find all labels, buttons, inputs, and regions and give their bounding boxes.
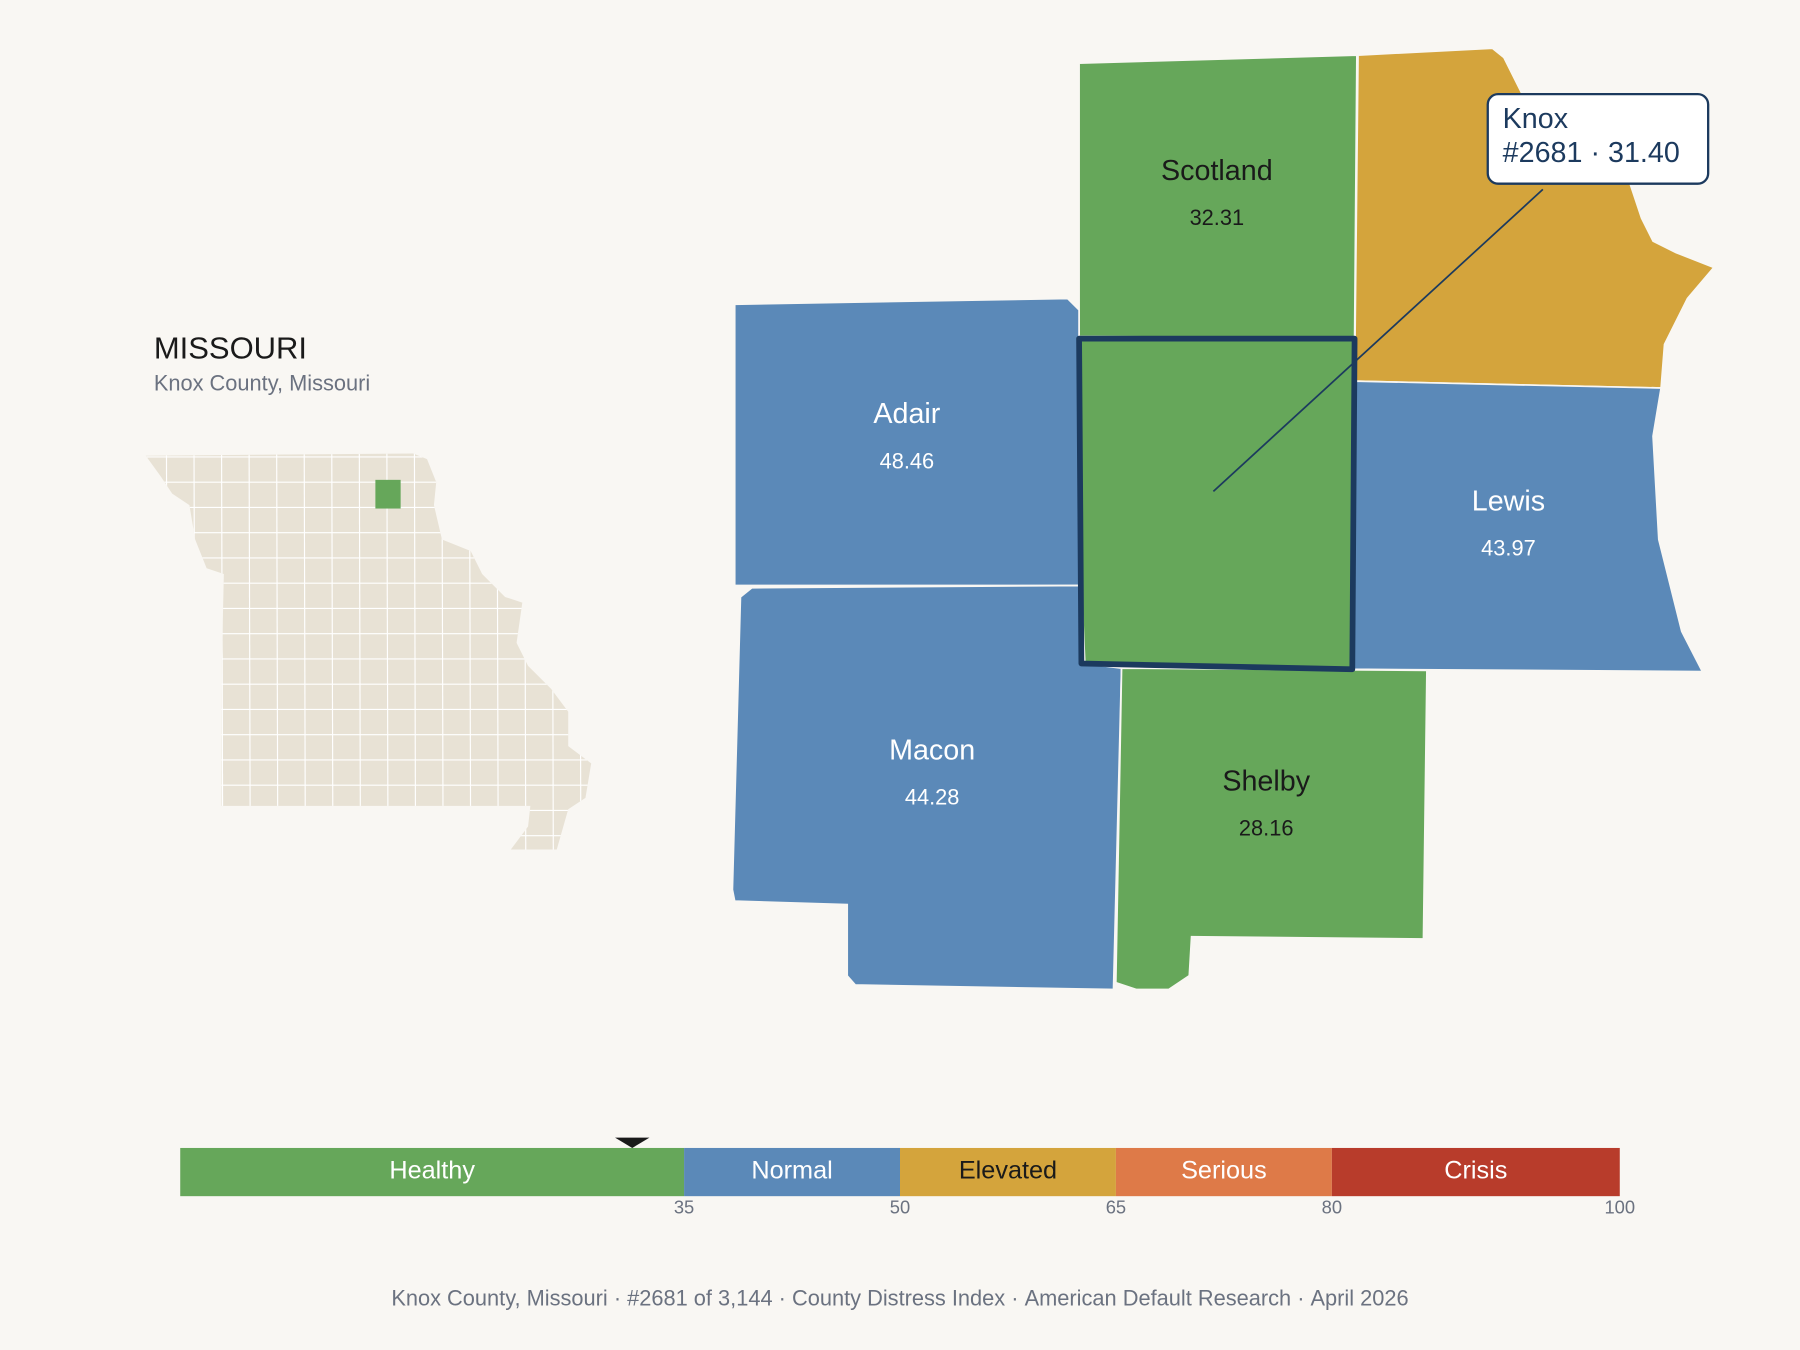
county-map: Scotland 32.31 Adair 48.46 Lewis 43.97 Macon 44… — [731, 47, 1716, 991]
legend-band — [684, 1147, 900, 1197]
county-border — [413, 453, 417, 850]
county-name: Adair — [873, 398, 940, 430]
county — [1114, 667, 1428, 991]
county-value: 43.97 — [1481, 536, 1536, 561]
county — [1353, 47, 1716, 389]
legend-band — [1331, 1147, 1620, 1197]
legend: Healthy 35 Normal 50 Elevated 65 Serious 80 Cris… — [180, 1137, 1635, 1218]
footer-part: County Distress Index — [792, 1285, 1005, 1310]
footer: Knox County, Missouri · #2681 of 3,144 ·… — [391, 1285, 1408, 1310]
footer-part: American Default Research — [1025, 1285, 1292, 1310]
county-name: Scotland — [1161, 155, 1273, 187]
state-subtitle: Knox County, Missouri — [154, 370, 370, 395]
footer-separator: · — [1297, 1285, 1304, 1310]
legend-band-label: Healthy — [389, 1157, 475, 1185]
county-value: 28.16 — [1239, 816, 1294, 841]
state-outline — [145, 453, 592, 850]
tooltip-rank: #2681 — [1503, 136, 1583, 168]
legend-band-label: Elevated — [959, 1157, 1057, 1185]
county-border — [248, 453, 251, 850]
legend-band — [1115, 1147, 1332, 1197]
tooltip-leader — [1212, 188, 1544, 492]
county-border — [220, 453, 224, 850]
legend-band — [900, 1147, 1116, 1197]
legend-band — [180, 1147, 685, 1197]
county-border — [358, 453, 362, 850]
legend-band-label: Serious — [1181, 1157, 1267, 1185]
county-value: 32.31 — [1190, 205, 1245, 230]
county-border — [386, 453, 389, 850]
county-name: Macon — [889, 734, 975, 766]
footer-part: #2681 of 3,144 — [627, 1285, 772, 1310]
tooltip: Knox #2681 · 31.40 — [1486, 92, 1710, 185]
state-title: MISSOURI — [154, 330, 307, 365]
legend-band-label: Normal — [751, 1157, 832, 1185]
footer-separator: · — [614, 1285, 621, 1310]
footer-part: April 2026 — [1311, 1285, 1409, 1310]
selected-county-outline — [1076, 335, 1358, 673]
tooltip-name: Knox — [1503, 103, 1569, 135]
county-value: 48.46 — [880, 448, 935, 473]
county-border — [331, 453, 334, 850]
tooltip-separator: · — [1590, 136, 1600, 168]
selected-county-locator — [375, 479, 401, 509]
legend-tick-label: 80 — [1322, 1197, 1342, 1218]
county — [1078, 54, 1358, 340]
footer-separator: · — [779, 1285, 786, 1310]
footer-part: Knox County, Missouri — [391, 1285, 607, 1310]
county — [1078, 337, 1356, 671]
score-marker — [615, 1137, 650, 1148]
county-border — [303, 453, 306, 850]
county-name: Lewis — [1472, 485, 1545, 517]
county — [731, 584, 1123, 991]
legend-tick-label: 50 — [890, 1197, 910, 1218]
legend-tick-label: 35 — [674, 1197, 694, 1218]
tooltip-box — [1486, 92, 1710, 185]
tooltip-detail: #2681 · 31.40 — [1503, 136, 1680, 168]
county — [1351, 380, 1704, 673]
legend-band-label: Crisis — [1444, 1157, 1507, 1185]
county — [733, 297, 1080, 587]
county-value: 44.28 — [905, 785, 960, 810]
legend-tick-label: 65 — [1106, 1197, 1126, 1218]
county-border — [276, 453, 279, 850]
tooltip-score: 31.40 — [1608, 136, 1680, 168]
county-name: Shelby — [1222, 765, 1310, 797]
legend-tick-label: 100 — [1604, 1197, 1635, 1218]
footer-separator: · — [1011, 1285, 1018, 1310]
